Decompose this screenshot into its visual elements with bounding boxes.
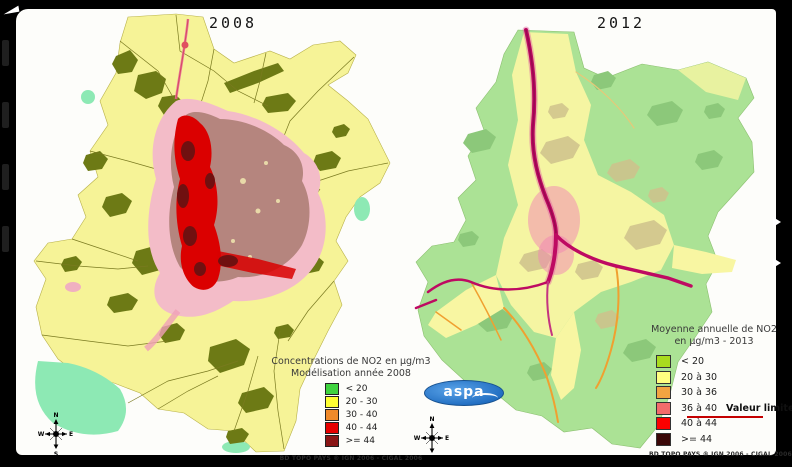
film-mark — [2, 226, 9, 252]
legend-row: 20 - 30 — [324, 395, 378, 408]
west-pink-spot — [65, 282, 81, 292]
compass-rose-left: N S W E — [38, 412, 73, 457]
compass-north-label: N — [53, 412, 58, 419]
legend-row: >= 44 — [324, 434, 378, 447]
legend-swatch — [656, 370, 671, 384]
map-2008 — [33, 13, 391, 453]
legend-swatch — [324, 382, 339, 395]
valeur-limite-underline — [687, 416, 763, 418]
legend-label: < 20 — [681, 356, 705, 368]
corridor-node — [181, 41, 189, 49]
urban-pollution-2008 — [65, 18, 326, 352]
left-map-title: 2008 — [208, 14, 258, 32]
compass-south-label: S — [430, 455, 434, 461]
legend-swatch — [324, 408, 339, 421]
legend-label: 36 à 40 — [681, 402, 718, 414]
legend-row: >= 44 — [656, 432, 779, 448]
compass-east-label: E — [69, 431, 73, 438]
compass-west-label: W — [38, 431, 45, 438]
legend-swatch — [656, 386, 671, 400]
legend-label: 40 - 44 — [345, 422, 378, 433]
compass-east-label: E — [445, 435, 449, 442]
slide-edge-notch — [773, 258, 781, 268]
legend-label: 20 à 30 — [681, 371, 718, 383]
film-mark — [2, 102, 9, 128]
slide-edge-notch — [773, 217, 781, 227]
legend-row: 30 - 40 — [324, 408, 378, 421]
compass-north-label: N — [429, 416, 434, 423]
north-corridor-core — [175, 18, 189, 100]
forest-patches-2012 — [458, 71, 725, 381]
aspa-logo-text: aspa — [443, 384, 485, 400]
legend-2008-rows: < 20 20 - 30 30 - 40 40 - 44 >= 44 — [324, 382, 378, 447]
right-map-title: 2012 — [596, 14, 646, 32]
legend-row: 30 à 36 — [656, 385, 779, 401]
legend-2012-rows: < 20 20 à 30 30 à 36 36 à 40 Valeur limi… — [656, 354, 792, 448]
very-high-no2-spots — [177, 141, 238, 276]
legend-2008-title-line2: Modélisation année 2008 — [291, 367, 411, 379]
legend-2012-title-line2: en µg/m3 - 2013 — [674, 335, 754, 347]
slide-corner-artifact — [2, 5, 20, 15]
map-2012 — [414, 26, 755, 449]
legend-swatch — [656, 432, 671, 446]
legend-swatch — [656, 417, 671, 431]
legend-label: < 20 — [345, 383, 368, 394]
film-mark — [2, 164, 9, 190]
legend-label: 20 - 30 — [345, 396, 378, 407]
compass-west-label: W — [414, 435, 421, 442]
aspa-logo: aspa — [424, 380, 504, 406]
legend-label: >= 44 — [681, 433, 713, 445]
legend-row: 20 à 30 — [656, 370, 779, 386]
low-concentration-patches — [35, 90, 370, 453]
legend-swatch — [656, 401, 671, 415]
legend-row-valeur-limite: 36 à 40 Valeur limite — [656, 401, 792, 417]
legend-swatch — [324, 434, 339, 447]
legend-label: 30 à 36 — [681, 387, 718, 399]
legend-swatch — [656, 355, 671, 369]
legend-swatch — [324, 421, 339, 434]
slide: 2008 2012 — [16, 9, 792, 462]
compass-south-label: S — [54, 451, 58, 457]
legend-row: 40 - 44 — [324, 421, 378, 434]
legend-2008-title-line1: Concentrations de NO2 en µg/m3 — [271, 356, 431, 367]
film-mark — [2, 40, 9, 66]
legend-label: 40 à 44 — [681, 418, 718, 430]
legend-label: >= 44 — [345, 435, 375, 446]
legend-row: < 20 — [656, 354, 779, 370]
southwest-corridor — [144, 309, 181, 352]
compass-rose-right: N S W E — [414, 416, 449, 461]
legend-row: 40 à 44 — [656, 416, 779, 432]
highway-network — [414, 26, 693, 336]
valeur-limite-note: Valeur limite — [726, 402, 792, 414]
data-source-credit: BD TOPO PAYS ® IGN 2006 - CIGAL 2006 — [649, 451, 792, 458]
legend-2012: Moyenne annuelle de NO2 en µg/m3 - 2013 … — [649, 324, 792, 458]
legend-2008: Concentrations de NO2 en µg/m3 Modélisat… — [256, 356, 446, 462]
data-source-credit: BD TOPO PAYS ® IGN 2006 - CIGAL 2006 — [279, 454, 423, 462]
secondary-roads — [435, 71, 635, 423]
legend-label: 30 - 40 — [345, 409, 378, 420]
legend-row: < 20 — [324, 382, 378, 395]
legend-swatch — [324, 395, 339, 408]
legend-2012-title-line1: Moyenne annuelle de NO2 — [651, 324, 777, 335]
